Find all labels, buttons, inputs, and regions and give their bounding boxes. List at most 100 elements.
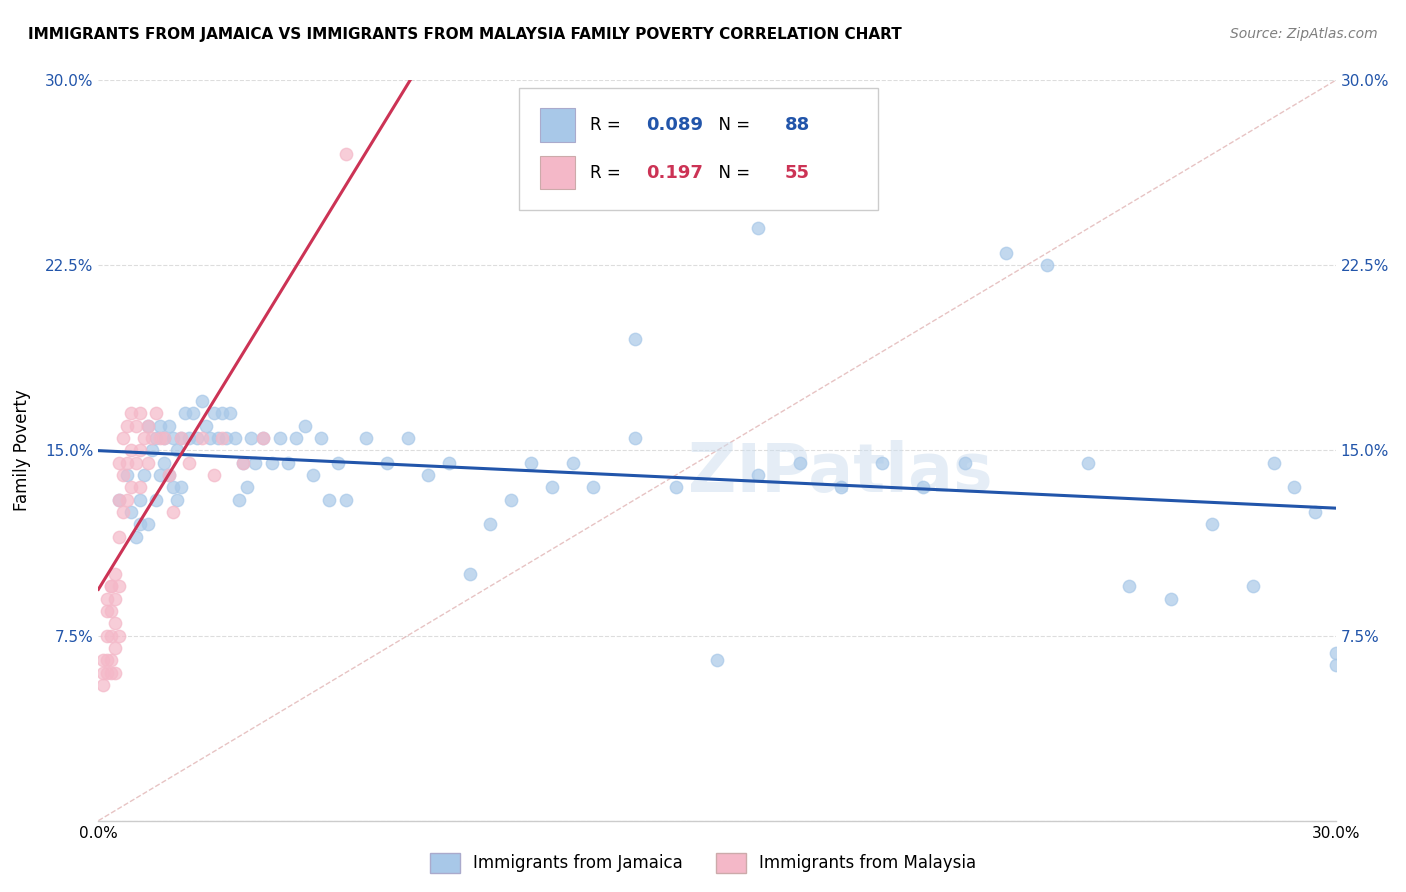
Point [162, 505, 184, 519]
Point [240, 431, 263, 445]
Point [145, 492, 167, 507]
Point [294, 418, 316, 433]
Point [170, 431, 193, 445]
Point [747, 221, 769, 235]
Point [211, 407, 233, 421]
Point [132, 431, 155, 445]
Point [108, 530, 131, 544]
Point [236, 480, 259, 494]
Point [186, 431, 208, 445]
Point [153, 431, 176, 445]
FancyBboxPatch shape [540, 156, 575, 189]
Point [145, 407, 167, 421]
Point [1284, 480, 1306, 494]
Point [132, 468, 155, 483]
Point [252, 431, 274, 445]
Point [1118, 579, 1140, 593]
Point [104, 665, 127, 680]
Point [117, 468, 139, 483]
Point [117, 456, 139, 470]
Point [228, 492, 250, 507]
Point [149, 431, 172, 445]
Point [100, 579, 122, 593]
Point [1077, 456, 1099, 470]
Point [157, 468, 180, 483]
Point [1201, 517, 1223, 532]
Point [112, 505, 135, 519]
Point [1263, 456, 1285, 470]
Point [157, 468, 180, 483]
Point [219, 407, 242, 421]
Point [112, 468, 135, 483]
Point [541, 480, 564, 494]
Point [211, 431, 233, 445]
Point [104, 591, 127, 606]
Point [100, 628, 122, 642]
Point [269, 431, 291, 445]
Point [252, 431, 274, 445]
Point [96, 604, 118, 618]
Point [375, 456, 398, 470]
Point [665, 480, 688, 494]
Point [499, 492, 522, 507]
Point [479, 517, 502, 532]
Point [128, 443, 150, 458]
Point [747, 468, 769, 483]
Point [232, 456, 254, 470]
Text: ZIPatlas: ZIPatlas [689, 440, 993, 506]
Point [120, 407, 142, 421]
Point [202, 407, 225, 421]
Point [207, 431, 229, 445]
Point [232, 456, 254, 470]
Point [141, 443, 163, 458]
Point [124, 530, 146, 544]
Point [100, 653, 122, 667]
Point [108, 579, 131, 593]
Text: N =: N = [709, 164, 756, 182]
Point [302, 468, 325, 483]
Point [136, 456, 159, 470]
Point [166, 443, 188, 458]
Point [112, 431, 135, 445]
Point [437, 456, 460, 470]
Text: R =: R = [589, 117, 626, 135]
Point [120, 505, 142, 519]
Point [582, 480, 605, 494]
Point [108, 456, 131, 470]
Point [912, 480, 935, 494]
Point [830, 480, 852, 494]
Text: R =: R = [589, 164, 626, 182]
Point [149, 468, 172, 483]
Point [356, 431, 378, 445]
Point [108, 628, 131, 642]
Point [162, 431, 184, 445]
Point [96, 653, 118, 667]
Point [128, 492, 150, 507]
Point [128, 517, 150, 532]
Point [224, 431, 246, 445]
Point [162, 480, 184, 494]
Point [96, 591, 118, 606]
Point [198, 431, 221, 445]
Point [870, 456, 893, 470]
Text: 55: 55 [785, 164, 810, 182]
Point [1036, 258, 1059, 272]
Point [1303, 505, 1326, 519]
Text: N =: N = [709, 117, 756, 135]
Point [179, 431, 201, 445]
Point [277, 456, 299, 470]
Point [190, 431, 212, 445]
Point [91, 678, 114, 692]
Point [561, 456, 583, 470]
Point [1160, 591, 1182, 606]
Point [170, 480, 193, 494]
Text: 0.197: 0.197 [647, 164, 703, 182]
Point [124, 418, 146, 433]
Point [104, 566, 127, 581]
Text: IMMIGRANTS FROM JAMAICA VS IMMIGRANTS FROM MALAYSIA FAMILY POVERTY CORRELATION C: IMMIGRANTS FROM JAMAICA VS IMMIGRANTS FR… [28, 27, 901, 42]
Point [117, 492, 139, 507]
Point [120, 443, 142, 458]
Point [108, 492, 131, 507]
Point [141, 431, 163, 445]
Point [318, 492, 340, 507]
